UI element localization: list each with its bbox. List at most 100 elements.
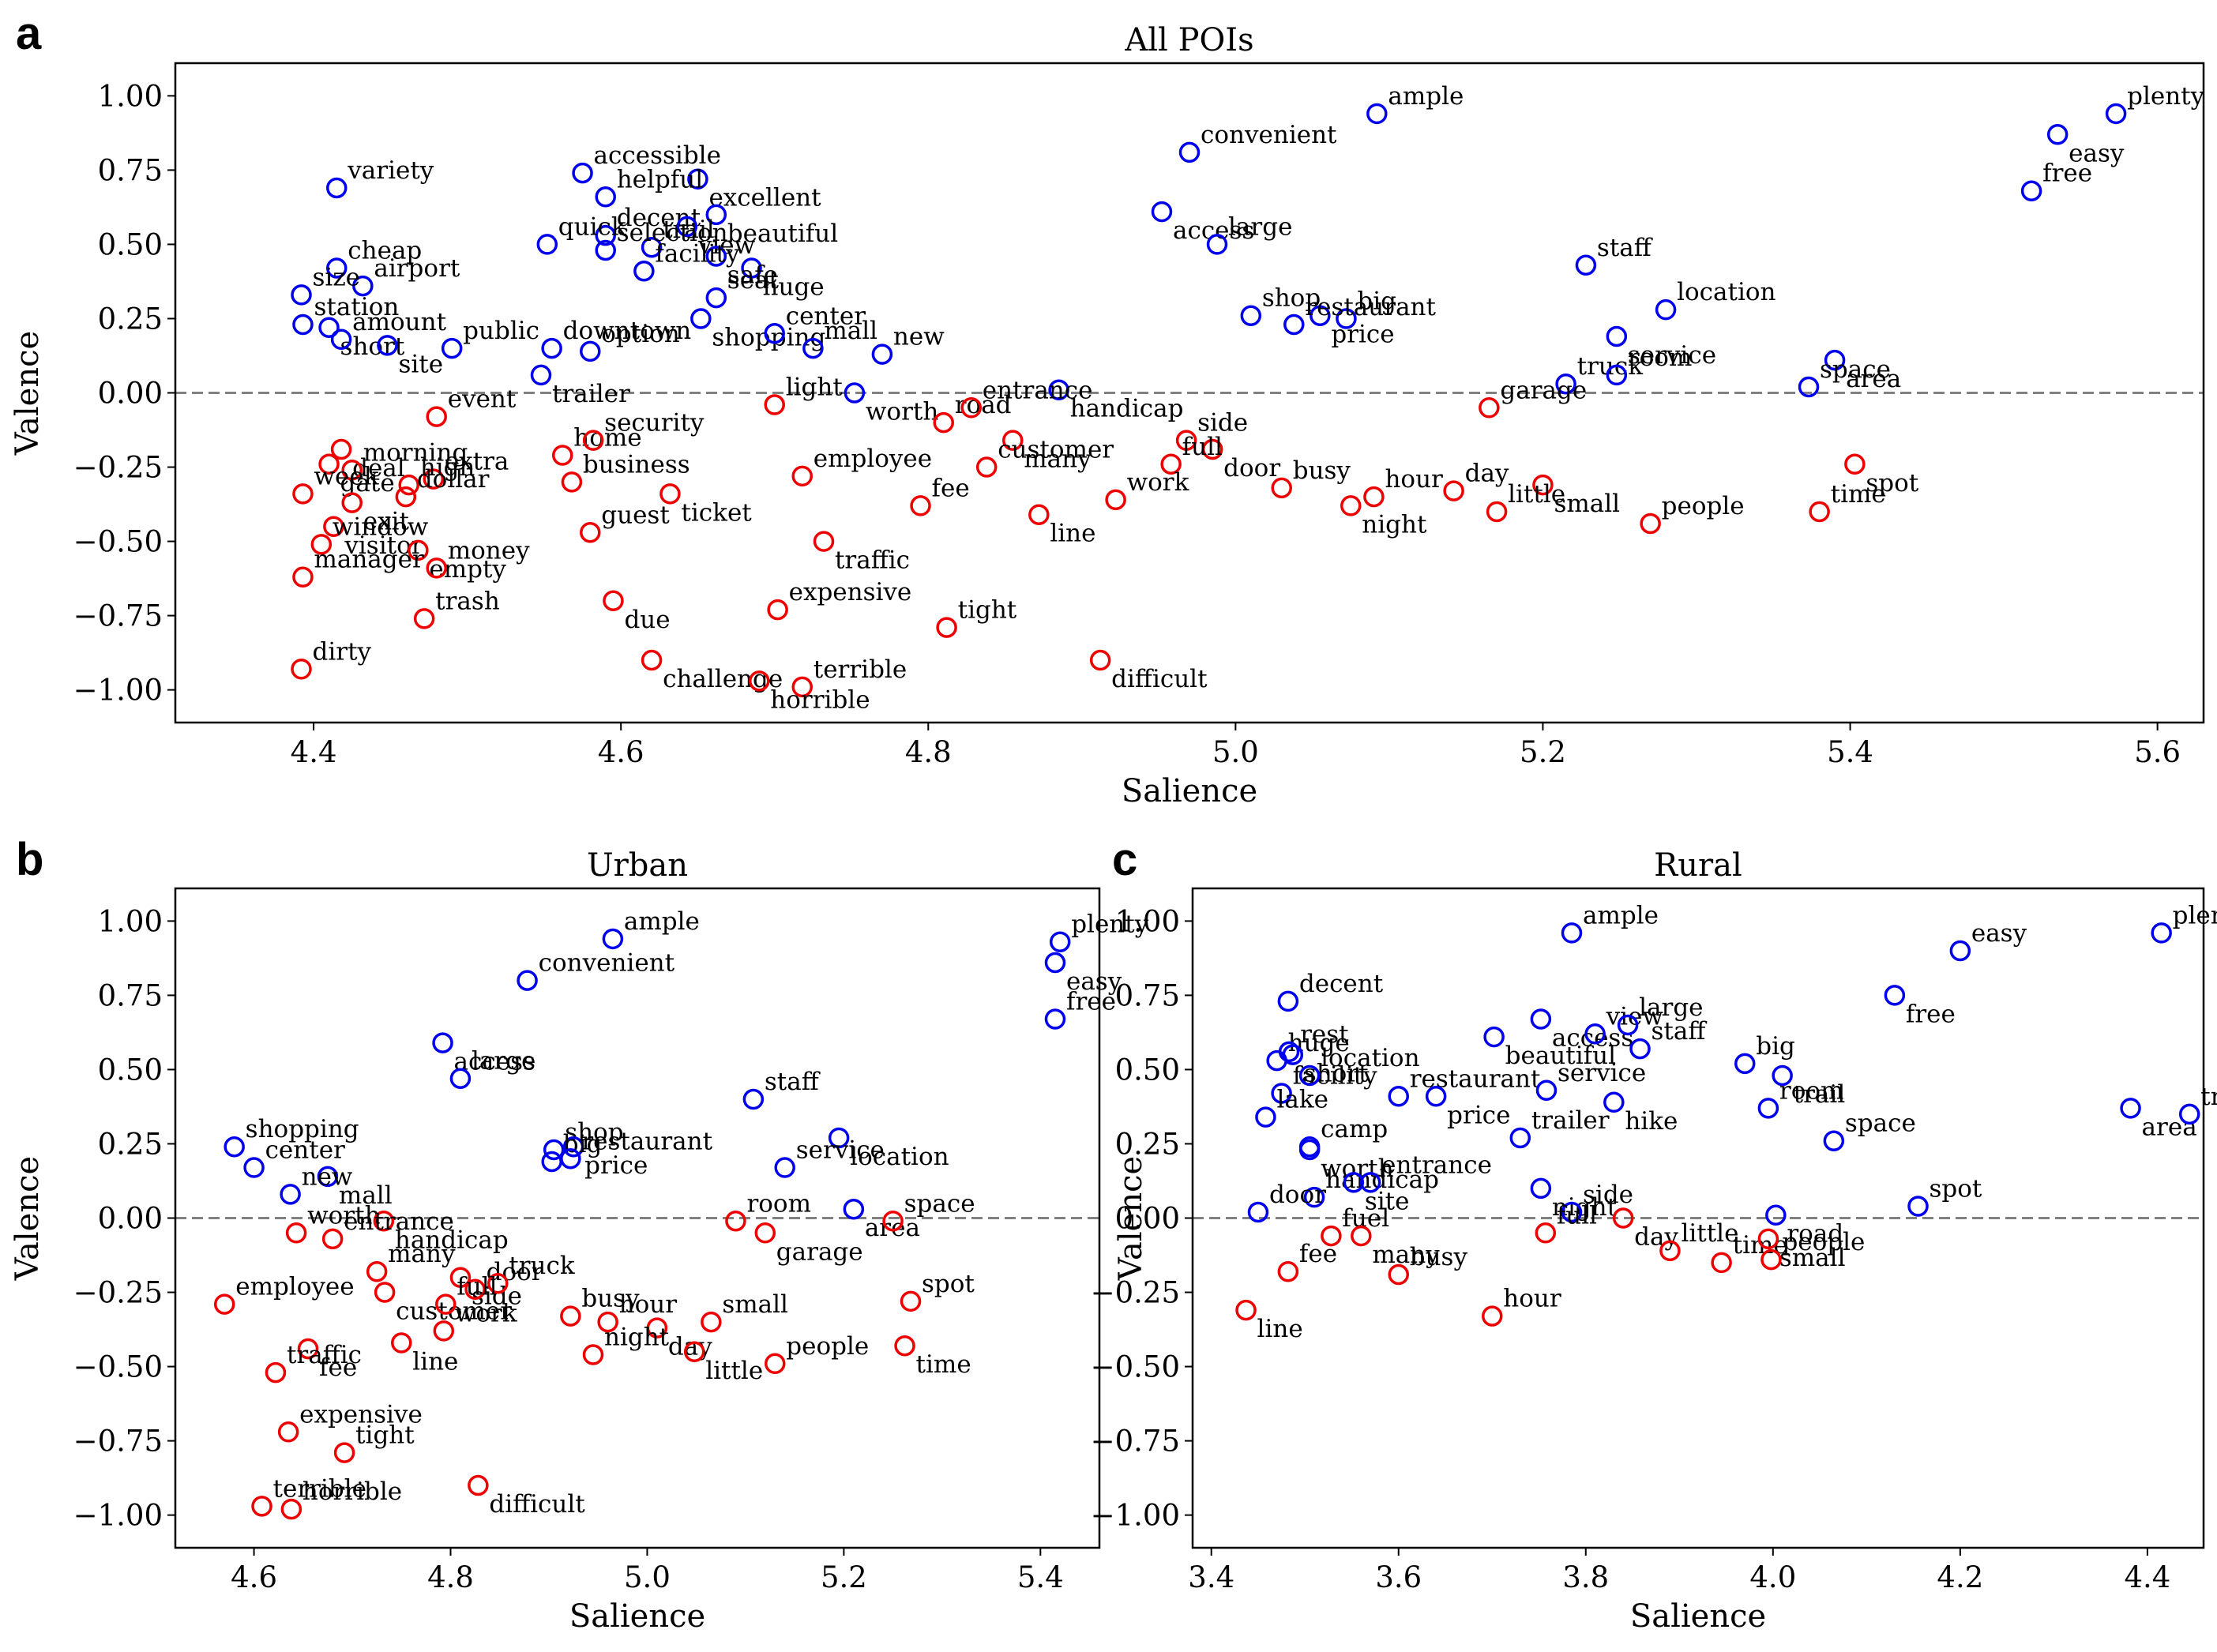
panel-a-xtick-label: 4.8 bbox=[905, 735, 952, 769]
panel-c-title: Rural bbox=[1654, 847, 1742, 884]
panel-c-point-fee bbox=[1277, 1260, 1299, 1282]
panel-a-point-helpful bbox=[595, 186, 616, 208]
panel-a-word-label-beautiful: beautiful bbox=[727, 220, 838, 248]
panel-a-point-excellent bbox=[687, 168, 708, 190]
panel-a-point-new bbox=[871, 344, 893, 365]
panel-b-word-label-price: price bbox=[584, 1151, 648, 1180]
panel-c-word-label-ample: ample bbox=[1583, 901, 1659, 929]
panel-b-word-label-worth: worth bbox=[307, 1201, 380, 1230]
panel-a-point-busy bbox=[1271, 477, 1292, 499]
panel-c-ytick-label: 0.25 bbox=[1115, 1127, 1180, 1161]
panel-b-point-big bbox=[541, 1151, 562, 1173]
panel-c-point-door bbox=[1247, 1201, 1269, 1223]
panel-b-ytick-label: 0.50 bbox=[98, 1053, 163, 1087]
panel-c-word-label-many: many bbox=[1372, 1241, 1440, 1269]
panel-b-title: Urban bbox=[587, 847, 688, 884]
panel-a-word-label-people: people bbox=[1662, 492, 1745, 520]
panel-a-point-area bbox=[1824, 349, 1846, 371]
panel-a-word-label-amount: amount bbox=[352, 308, 446, 336]
panel-a-xtick-label: 5.4 bbox=[1827, 735, 1873, 769]
panel-a-point-challenge bbox=[641, 649, 663, 671]
panel-a-word-label-convenient: convenient bbox=[1201, 121, 1337, 149]
panel-c-point-rest bbox=[1278, 1041, 1300, 1063]
panel-a-word-label-light: light bbox=[786, 374, 844, 402]
panel-c-ytick-label: 1.00 bbox=[1115, 904, 1180, 938]
panel-b-word-label-time: time bbox=[916, 1350, 971, 1379]
panel-a-point-day bbox=[1443, 480, 1464, 501]
panel-c-word-label-camp: camp bbox=[1321, 1115, 1388, 1143]
panel-b-chart: Urban 4.6 4.8 5.0 5.2 5.4 1.00 0.75 0.50 0.25 0.00… bbox=[9, 847, 1149, 1635]
panel-a-point-little bbox=[1486, 501, 1508, 523]
panel-b-point-entrance bbox=[321, 1228, 344, 1250]
panel-letter-a: a bbox=[16, 8, 42, 59]
panel-c-word-label-people: people bbox=[1782, 1228, 1865, 1256]
panel-b-point-location bbox=[828, 1127, 850, 1149]
panel-b-ytick-label: 0.25 bbox=[98, 1127, 163, 1161]
panel-a-point-downtown bbox=[541, 337, 562, 359]
panel-c-word-label-big: big bbox=[1756, 1032, 1795, 1061]
panel-b-point-service bbox=[774, 1157, 795, 1178]
panel-c-word-label-decent: decent bbox=[1299, 970, 1384, 998]
panel-a-word-label-accessible: accessible bbox=[594, 141, 721, 170]
panel-b-word-label-small: small bbox=[722, 1290, 788, 1319]
panel-a-word-label-line: line bbox=[1050, 520, 1095, 548]
panel-a-word-label-extra: extra bbox=[445, 448, 509, 476]
panel-a-point-high bbox=[398, 474, 419, 496]
panel-a-word-label-size: size bbox=[313, 263, 361, 291]
panel-b-word-label-center: center bbox=[265, 1136, 345, 1165]
panel-b-point-day bbox=[646, 1317, 668, 1338]
panel-a-word-label-difficult: difficult bbox=[1111, 665, 1208, 693]
panel-a-point-guest bbox=[580, 522, 601, 543]
panel-c-point-entrance bbox=[1359, 1172, 1381, 1193]
panel-a-point-site bbox=[377, 335, 398, 356]
panel-b-point-night bbox=[582, 1344, 604, 1365]
panel-a-ytick-label: −1.00 bbox=[73, 674, 163, 708]
panel-a-word-label-side: side bbox=[1197, 409, 1248, 437]
panel-a-point-staff bbox=[1575, 254, 1597, 276]
panel-a-point-truck bbox=[1555, 373, 1576, 395]
panel-a-word-label-garage: garage bbox=[1500, 376, 1587, 404]
panel-a-point-accessible bbox=[572, 162, 593, 184]
panel-b-point-hour bbox=[597, 1311, 618, 1333]
panel-c-word-label-service: service bbox=[1558, 1059, 1646, 1087]
panel-c-chart: Rural 3.4 3.6 3.8 4.0 4.2 4.4 1.00 0.75 0.50 0.25 0… bbox=[1091, 847, 2217, 1635]
panel-c-point-day bbox=[1612, 1207, 1634, 1229]
panel-b-point-access bbox=[432, 1032, 453, 1053]
panel-c-point-service bbox=[1535, 1079, 1558, 1102]
panel-b-point-expensive bbox=[277, 1421, 299, 1443]
panel-c-point-road bbox=[1765, 1204, 1787, 1226]
panel-a-point-public bbox=[441, 337, 463, 359]
panel-a-ylabel: Valence bbox=[9, 331, 46, 456]
panel-b-word-label-big: big bbox=[563, 1130, 603, 1158]
panel-b-point-spot bbox=[900, 1290, 922, 1312]
panel-b-ytick-label: 1.00 bbox=[98, 904, 163, 938]
panel-a-point-manager bbox=[292, 566, 314, 588]
panel-a-word-label-due: due bbox=[624, 606, 670, 634]
panel-a-point-large bbox=[1206, 234, 1228, 255]
panel-c-word-label-beautiful: beautiful bbox=[1505, 1042, 1616, 1070]
panel-b-word-label-easy: easy bbox=[1066, 967, 1122, 996]
panel-a-point-night bbox=[1340, 495, 1362, 516]
panel-b-point-people bbox=[765, 1353, 786, 1375]
panel-a-point-variety bbox=[326, 177, 348, 199]
panel-a-point-customer bbox=[975, 456, 998, 478]
panel-c-point-spot bbox=[1907, 1196, 1929, 1217]
panel-c-point-plenty bbox=[2151, 922, 2172, 944]
panel-b-point-space bbox=[882, 1211, 904, 1232]
panel-c-ytick-label: 0.00 bbox=[1115, 1202, 1180, 1236]
panel-b-word-label-terrible: terrible bbox=[273, 1474, 366, 1503]
panel-c-point-full bbox=[1535, 1222, 1557, 1244]
panel-b-word-label-day: day bbox=[668, 1333, 712, 1361]
panel-c-word-label-room: room bbox=[1779, 1076, 1844, 1105]
panel-b-point-center bbox=[243, 1157, 265, 1178]
panel-a-word-label-restaurant: restaurant bbox=[1305, 293, 1436, 321]
panel-c-point-camp bbox=[1298, 1136, 1321, 1158]
panel-b-point-price bbox=[562, 1136, 584, 1158]
panel-a-point-full bbox=[1160, 453, 1182, 475]
panel-a-word-label-large: large bbox=[1228, 212, 1292, 241]
panel-a-ytick-label: −0.25 bbox=[73, 451, 163, 485]
panel-a-word-label-gate: gate bbox=[340, 469, 395, 497]
panel-b-word-label-night: night bbox=[604, 1323, 670, 1352]
panel-a-point-convenient bbox=[1178, 141, 1201, 163]
